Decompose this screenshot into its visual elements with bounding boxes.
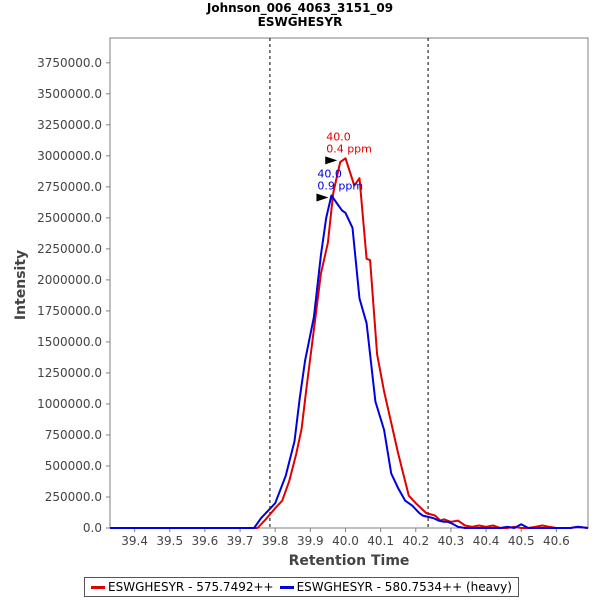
integration-boundaries [269, 38, 429, 528]
y-tick-label: 500000.0 [45, 459, 102, 473]
y-tick-label: 2250000.0 [37, 242, 102, 256]
legend-item-heavy: ESWGHESYR - 580.7534++ (heavy) [279, 580, 512, 594]
x-tick-label: 40.3 [438, 534, 465, 548]
peak-label-rt: 40.0 [326, 130, 351, 143]
peak-label-ppm: 0.4 ppm [326, 142, 372, 155]
x-tick-label: 39.6 [192, 534, 219, 548]
y-tick-label: 2000000.0 [37, 273, 102, 287]
series-layer [110, 157, 589, 529]
y-axis-title: Intensity [13, 250, 29, 320]
peak-label-rt: 40.0 [317, 168, 342, 181]
legend-label-light: ESWGHESYR - 575.7492++ [108, 580, 274, 594]
x-tick-label: 39.5 [156, 534, 183, 548]
y-tick-label: 250000.0 [45, 490, 102, 504]
y-tick-label: 1750000.0 [37, 304, 102, 318]
x-tick-label: 40.0 [332, 534, 359, 548]
x-tick-label: 40.2 [402, 534, 429, 548]
x-axis: 39.4 39.5 39.6 39.7 39.8 39.9 40.0 40.1 40.2 40.3… [121, 528, 570, 548]
y-tick-label: 1250000.0 [37, 366, 102, 380]
chart-subtitle: ESWGHESYR [258, 15, 343, 29]
legend: ESWGHESYR - 575.7492++ ESWGHESYR - 580.7… [84, 577, 519, 597]
x-axis-title: Retention Time [289, 553, 410, 569]
y-axis: 0.0 250000.0 500000.0 750000.0 1000000.0 1250… [37, 56, 110, 535]
x-tick-label: 39.9 [297, 534, 324, 548]
x-tick-label: 40.1 [367, 534, 394, 548]
x-tick-label: 39.7 [227, 534, 254, 548]
legend-item-light: ESWGHESYR - 575.7492++ [91, 580, 274, 594]
x-tick-label: 40.4 [473, 534, 500, 548]
legend-swatch-heavy [279, 585, 294, 589]
y-tick-label: 2500000.0 [37, 211, 102, 225]
x-tick-label: 39.8 [262, 534, 289, 548]
x-tick-label: 40.5 [508, 534, 535, 548]
y-tick-label: 3000000.0 [37, 149, 102, 163]
y-tick-label: 3250000.0 [37, 118, 102, 132]
y-tick-label: 2750000.0 [37, 180, 102, 194]
x-tick-label: 40.6 [543, 534, 570, 548]
peak-arrow [316, 193, 329, 202]
y-tick-label: 3750000.0 [37, 56, 102, 70]
y-tick-label: 1500000.0 [37, 335, 102, 349]
plot-area [109, 37, 589, 529]
legend-swatch-light [91, 585, 105, 589]
series-line-1 [110, 194, 589, 529]
y-tick-label: 1000000.0 [37, 397, 102, 411]
peak-arrow [325, 156, 338, 165]
y-tick-label: 3500000.0 [37, 87, 102, 101]
y-tick-label: 750000.0 [45, 428, 102, 442]
peak-label-ppm: 0.9 ppm [317, 180, 363, 193]
y-tick-label: 0.0 [83, 521, 102, 535]
chart-title: Johnson_006_4063_3151_09 [206, 1, 393, 16]
x-tick-label: 39.4 [121, 534, 148, 548]
legend-label-heavy: ESWGHESYR - 580.7534++ (heavy) [296, 580, 512, 594]
